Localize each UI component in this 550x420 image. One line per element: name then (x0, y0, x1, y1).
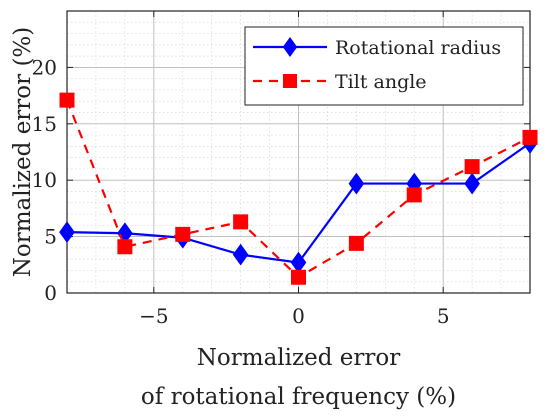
data-point-tilt-angle (59, 92, 75, 108)
legend: Rotational radius Tilt angle (244, 26, 524, 106)
data-point-tilt-angle (291, 269, 306, 285)
data-point-tilt-angle (348, 235, 364, 251)
data-point-rotational-radius (232, 243, 249, 266)
grid (67, 11, 530, 293)
x-axis-label-line1: Normalized error (197, 345, 400, 371)
legend-marker-tilt-angle (283, 74, 297, 88)
data-point-tilt-angle (464, 159, 480, 175)
data-point-tilt-angle (233, 214, 249, 230)
legend-label-rotational-radius: Rotational radius (335, 37, 501, 59)
y-tick-label: 20 (32, 55, 57, 79)
data-point-tilt-angle (117, 239, 133, 255)
data-point-rotational-radius (464, 172, 480, 195)
y-axis-label: Normalized error (%) (10, 27, 36, 278)
data-point-tilt-angle (522, 129, 538, 145)
legend-marker-rotational-radius (282, 37, 298, 57)
y-tick-label: 10 (32, 168, 57, 192)
data-point-rotational-radius (348, 172, 365, 195)
y-tick-label: 15 (32, 112, 57, 136)
y-tick-label: 0 (44, 281, 57, 305)
data-point-tilt-angle (175, 226, 191, 242)
axis-ticks: −5 0 5 0 5 10 15 20 (32, 11, 530, 328)
y-tick-label: 5 (44, 225, 57, 249)
data-point-rotational-radius (59, 221, 75, 243)
x-tick-label: −5 (139, 304, 168, 328)
x-tick-label: 0 (292, 304, 305, 328)
legend-label-tilt-angle: Tilt angle (335, 71, 427, 93)
data-point-tilt-angle (406, 187, 422, 203)
series-layer (59, 92, 538, 285)
x-tick-label: 5 (437, 304, 450, 328)
series-tilt-angle (59, 92, 538, 285)
x-axis-label-line2: of rotational frequency (%) (141, 384, 456, 410)
